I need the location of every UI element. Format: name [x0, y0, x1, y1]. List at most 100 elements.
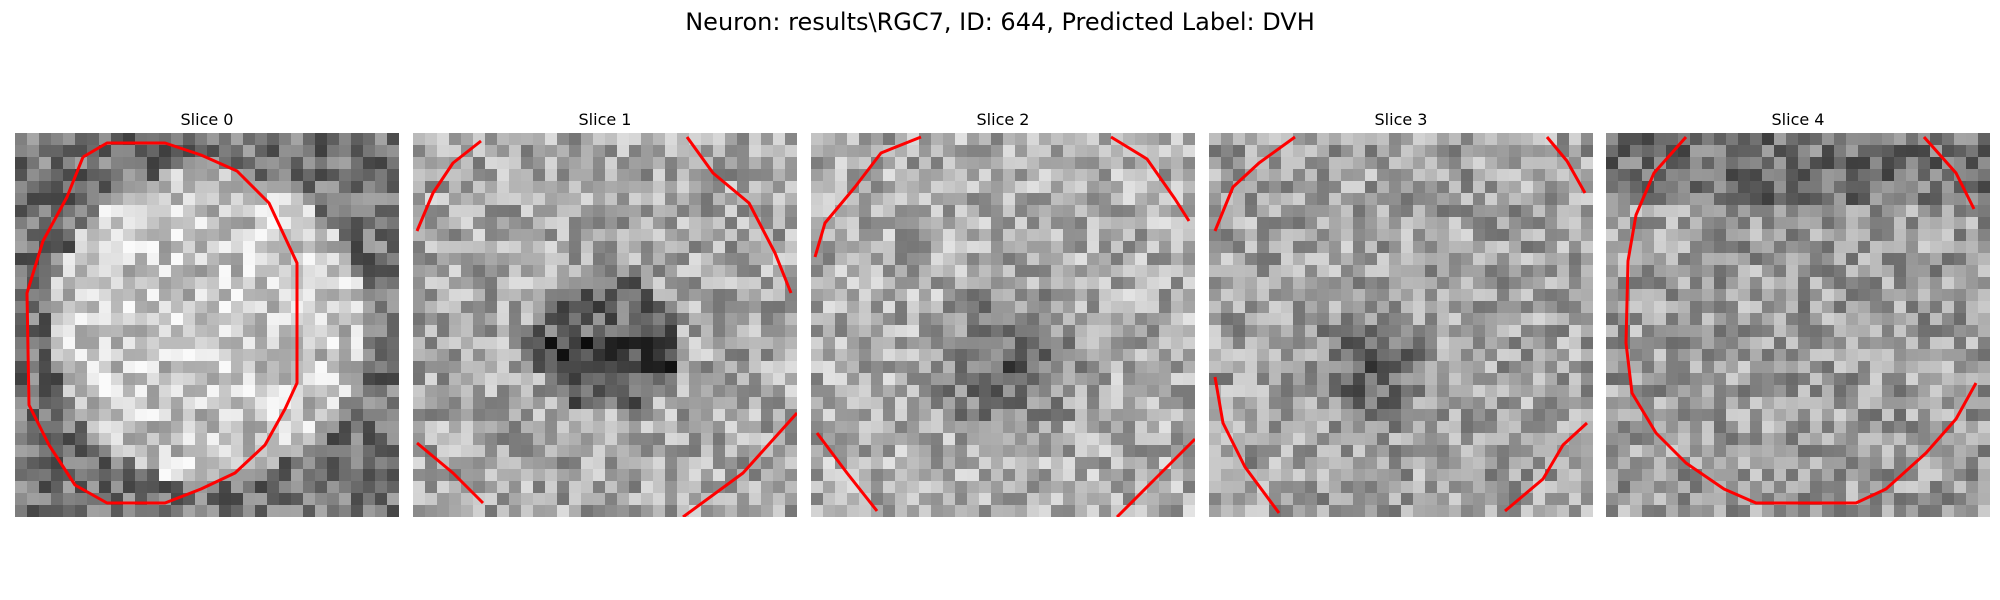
- pixel-cell: [545, 265, 557, 277]
- pixel-cell: [1135, 157, 1147, 169]
- pixel-cell: [1111, 397, 1123, 409]
- pixel-cell: [413, 253, 425, 265]
- pixel-cell: [871, 277, 883, 289]
- pixel-cell: [1209, 409, 1221, 421]
- pixel-cell: [1521, 421, 1533, 433]
- pixel-cell: [1930, 361, 1942, 373]
- pixel-cell: [87, 277, 99, 289]
- pixel-cell: [387, 325, 399, 337]
- pixel-cell: [1774, 229, 1786, 241]
- pixel-cell: [641, 181, 653, 193]
- pixel-cell: [1051, 457, 1063, 469]
- pixel-cell: [955, 181, 967, 193]
- pixel-cell: [1654, 241, 1666, 253]
- pixel-cell: [749, 385, 761, 397]
- pixel-cell: [1341, 481, 1353, 493]
- pixel-cell: [473, 229, 485, 241]
- pixel-cell: [859, 205, 871, 217]
- pixel-cell: [1726, 445, 1738, 457]
- pixel-cell: [1039, 289, 1051, 301]
- pixel-cell: [219, 397, 231, 409]
- pixel-cell: [617, 193, 629, 205]
- pixel-cell: [689, 325, 701, 337]
- pixel-cell: [1473, 145, 1485, 157]
- pixel-cell: [847, 289, 859, 301]
- pixel-cell: [907, 385, 919, 397]
- pixel-cell: [1618, 457, 1630, 469]
- pixel-cell: [653, 433, 665, 445]
- pixel-cell: [1183, 277, 1195, 289]
- pixel-cell: [375, 457, 387, 469]
- pixel-cell: [1293, 157, 1305, 169]
- pixel-cell: [1003, 481, 1015, 493]
- pixel-cell: [593, 169, 605, 181]
- pixel-cell: [1027, 265, 1039, 277]
- pixel-cell: [1762, 433, 1774, 445]
- pixel-cell: [1473, 133, 1485, 145]
- slice-image-1: [413, 133, 797, 517]
- pixel-cell: [315, 289, 327, 301]
- pixel-cell: [207, 421, 219, 433]
- pixel-cell: [1437, 481, 1449, 493]
- pixel-cell: [1051, 385, 1063, 397]
- pixel-cell: [1569, 385, 1581, 397]
- pixel-cell: [1027, 373, 1039, 385]
- pixel-cell: [243, 337, 255, 349]
- pixel-cell: [111, 193, 123, 205]
- pixel-cell: [1509, 373, 1521, 385]
- pixel-cell: [303, 241, 315, 253]
- pixel-cell: [1642, 205, 1654, 217]
- pixel-cell: [811, 421, 823, 433]
- pixel-cell: [449, 421, 461, 433]
- pixel-cell: [1978, 145, 1990, 157]
- pixel-cell: [1858, 169, 1870, 181]
- pixel-cell: [1293, 409, 1305, 421]
- pixel-cell: [689, 445, 701, 457]
- pixel-cell: [1786, 409, 1798, 421]
- pixel-cell: [919, 409, 931, 421]
- pixel-cell: [773, 229, 785, 241]
- pixel-cell: [425, 481, 437, 493]
- pixel-cell: [773, 133, 785, 145]
- pixel-cell: [1834, 229, 1846, 241]
- pixel-cell: [243, 145, 255, 157]
- pixel-cell: [1822, 313, 1834, 325]
- pixel-cell: [919, 337, 931, 349]
- pixel-cell: [811, 373, 823, 385]
- pixel-cell: [1642, 325, 1654, 337]
- pixel-cell: [665, 337, 677, 349]
- pixel-cell: [183, 301, 195, 313]
- pixel-cell: [1015, 253, 1027, 265]
- pixel-cell: [485, 217, 497, 229]
- pixel-cell: [1473, 373, 1485, 385]
- pixel-cell: [1894, 265, 1906, 277]
- pixel-cell: [835, 289, 847, 301]
- pixel-cell: [1221, 133, 1233, 145]
- pixel-cell: [1485, 493, 1497, 505]
- pixel-cell: [1353, 181, 1365, 193]
- pixel-cell: [243, 481, 255, 493]
- pixel-cell: [1063, 313, 1075, 325]
- pixel-cell: [677, 265, 689, 277]
- pixel-cell: [1702, 253, 1714, 265]
- pixel-cell: [291, 457, 303, 469]
- pixel-cell: [907, 493, 919, 505]
- pixel-cell: [1485, 181, 1497, 193]
- pixel-cell: [1437, 337, 1449, 349]
- pixel-cell: [907, 469, 919, 481]
- pixel-cell: [1281, 457, 1293, 469]
- pixel-cell: [979, 349, 991, 361]
- pixel-cell: [219, 133, 231, 145]
- pixel-cell: [967, 421, 979, 433]
- pixel-cell: [871, 265, 883, 277]
- pixel-cell: [533, 505, 545, 517]
- pixel-cell: [1245, 133, 1257, 145]
- pixel-cell: [39, 445, 51, 457]
- pixel-cell: [1257, 157, 1269, 169]
- pixel-cell: [521, 145, 533, 157]
- pixel-cell: [785, 481, 797, 493]
- pixel-cell: [1606, 301, 1618, 313]
- pixel-cell: [581, 157, 593, 169]
- pixel-cell: [1654, 265, 1666, 277]
- pixel-cell: [1581, 505, 1593, 517]
